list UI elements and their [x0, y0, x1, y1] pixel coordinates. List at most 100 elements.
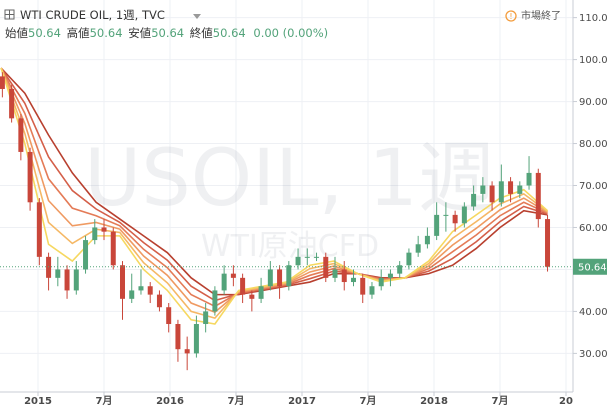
candle-body [332, 269, 338, 278]
legend-label: 高値 [67, 26, 90, 40]
x-tick-label: 20 [559, 396, 573, 407]
candle-body [397, 265, 403, 274]
candle-body [424, 235, 430, 245]
legend-value: 50.64 [28, 26, 61, 40]
legend-change: 0.00 (0.00%) [253, 26, 328, 40]
candle-body [406, 252, 412, 266]
candle-body [508, 181, 514, 194]
candle-body [55, 269, 61, 278]
candle-body [27, 151, 33, 203]
candle-body [304, 256, 310, 258]
candle-body [461, 206, 467, 224]
watermark-sub: WTI原油CFD [201, 229, 379, 264]
watermark: USOIL, 1週 [84, 134, 496, 224]
y-tick-label: 70.00 [579, 181, 607, 192]
candle-body [101, 227, 107, 232]
ribbon-line [0, 67, 548, 296]
x-tick-label: 2015 [24, 396, 52, 407]
candle-body [175, 324, 181, 350]
candle-body [184, 349, 190, 354]
candle-body [323, 256, 329, 278]
candle-body [387, 273, 393, 278]
x-tick-label: 2018 [420, 396, 448, 407]
candle-body [415, 244, 421, 253]
market-status: 市場終了 [521, 9, 561, 22]
last-price-label: 50.64 [578, 262, 607, 273]
x-tick-label: 7月 [492, 395, 509, 407]
candle-body [369, 286, 375, 295]
legend-label: 終値 [190, 26, 213, 40]
candle-body [212, 290, 218, 312]
candle-body [295, 256, 301, 266]
candle-body [147, 286, 153, 295]
candle-body [129, 290, 135, 299]
status-icon[interactable] [505, 10, 517, 22]
candle-body [36, 202, 42, 257]
y-tick-label: 110.00 [579, 13, 607, 24]
candle-body [46, 256, 52, 278]
symbol-title[interactable]: WTI CRUDE OIL, 1週, TVC [20, 8, 165, 22]
candle-body [73, 269, 79, 291]
candle-body [9, 88, 15, 119]
y-tick-label: 30.00 [579, 349, 607, 360]
candle-body [277, 269, 283, 287]
candle-body [240, 277, 246, 295]
ribbon-line [0, 67, 549, 325]
candle-body [443, 214, 449, 216]
legend-label: 安値 [128, 26, 151, 40]
candle-body [517, 185, 523, 194]
candle-body [286, 265, 292, 287]
candle-body [110, 231, 116, 266]
candle-body [156, 294, 162, 308]
x-tick-label: 7月 [96, 395, 113, 407]
candle-body [350, 277, 356, 283]
candle-body [221, 273, 227, 291]
legend-value: 50.64 [90, 26, 123, 40]
candle-body [471, 193, 477, 207]
candle-body [314, 256, 320, 258]
y-tick-label: 60.00 [579, 223, 607, 234]
candle-body [489, 185, 495, 203]
candle-body [452, 214, 458, 224]
candle-body [341, 269, 347, 283]
candle-body [545, 219, 551, 267]
candle-body [83, 240, 89, 270]
candle-body [193, 324, 199, 354]
dropdown-arrow[interactable] [193, 14, 201, 19]
legend-label: 始値 [5, 26, 28, 40]
candle-body [480, 185, 486, 194]
candle-body [535, 172, 541, 220]
candle-body [526, 172, 532, 186]
x-tick-label: 2016 [156, 396, 184, 407]
y-tick-label: 100.00 [579, 55, 607, 66]
candle-body [360, 277, 366, 295]
candle-body [249, 294, 255, 299]
legend-value: 50.64 [151, 26, 184, 40]
candle-body [18, 118, 24, 152]
candle-body [166, 307, 172, 325]
candle-body [267, 269, 273, 287]
candle-body [434, 214, 440, 236]
axes: 30.0040.0050.0060.0070.0080.0090.00100.0… [24, 13, 607, 407]
candle-body [230, 273, 236, 278]
ribbon-line [0, 67, 548, 308]
y-tick-label: 80.00 [579, 139, 607, 150]
ribbon-line [0, 67, 548, 320]
x-tick-label: 2017 [288, 396, 316, 407]
legend-value: 50.64 [213, 26, 246, 40]
candle-body [138, 286, 144, 291]
ohlc-legend: 始値50.64 高値50.64 安値50.64 終値50.64 0.00 (0.… [5, 26, 328, 40]
candle-body [258, 286, 264, 299]
ribbon-line [0, 67, 548, 314]
x-tick-label: 7月 [228, 395, 245, 407]
ribbon-line [0, 67, 548, 302]
last-price-box [573, 258, 607, 275]
candle-body [64, 269, 70, 291]
x-tick-label: 7月 [360, 395, 377, 407]
candle-body [378, 277, 384, 287]
candle-body [119, 265, 125, 299]
candle-body [498, 181, 504, 203]
candle-body [92, 227, 98, 241]
